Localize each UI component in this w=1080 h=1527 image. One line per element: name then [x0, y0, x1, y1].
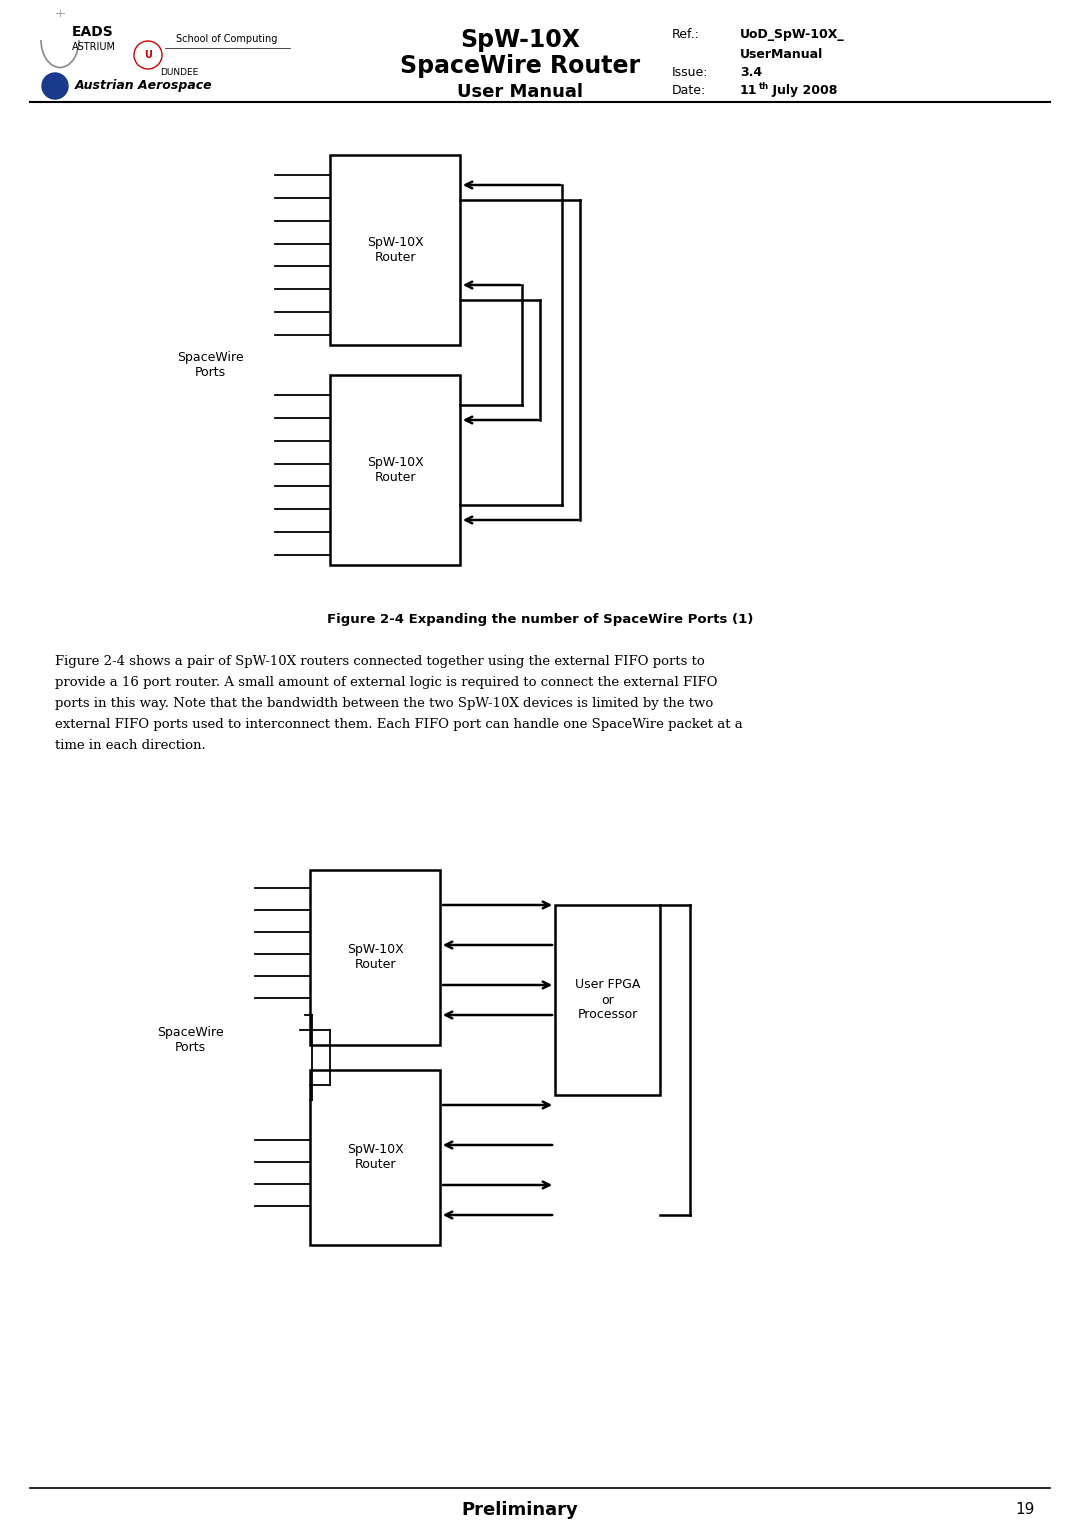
Text: external FIFO ports used to interconnect them. Each FIFO port can handle one Spa: external FIFO ports used to interconnect…	[55, 718, 743, 731]
Text: SpW-10X
Router: SpW-10X Router	[366, 457, 423, 484]
Text: School of Computing: School of Computing	[176, 34, 278, 44]
Bar	[330, 376, 460, 565]
Text: ASTRIUM: ASTRIUM	[72, 43, 116, 52]
Text: 3.4: 3.4	[740, 66, 762, 79]
Text: time in each direction.: time in each direction.	[55, 739, 206, 751]
Text: provide a 16 port router. A small amount of external logic is required to connec: provide a 16 port router. A small amount…	[55, 676, 717, 689]
Bar	[310, 870, 440, 1044]
Text: UserManual: UserManual	[740, 47, 823, 61]
Text: User FPGA
or
Processor: User FPGA or Processor	[575, 979, 640, 1022]
Text: DUNDEE: DUNDEE	[160, 69, 199, 76]
Text: Figure 2-4 shows a pair of SpW-10X routers connected together using the external: Figure 2-4 shows a pair of SpW-10X route…	[55, 655, 705, 667]
Circle shape	[42, 73, 68, 99]
Text: SpaceWire
Ports: SpaceWire Ports	[157, 1026, 224, 1054]
Text: U: U	[144, 50, 152, 60]
Text: SpW-10X
Router: SpW-10X Router	[366, 237, 423, 264]
Bar	[555, 906, 660, 1095]
Text: SpW-10X
Router: SpW-10X Router	[347, 944, 403, 971]
Text: SpaceWire Router: SpaceWire Router	[400, 53, 640, 78]
Text: ports in this way. Note that the bandwidth between the two SpW-10X devices is li: ports in this way. Note that the bandwid…	[55, 696, 713, 710]
Text: 11: 11	[740, 84, 757, 98]
Text: July 2008: July 2008	[768, 84, 837, 98]
Text: Austrian Aerospace: Austrian Aerospace	[75, 78, 213, 92]
Text: SpW-10X: SpW-10X	[460, 27, 580, 52]
Text: Issue:: Issue:	[672, 66, 708, 79]
Text: SpaceWire
Ports: SpaceWire Ports	[177, 351, 243, 379]
Bar	[310, 1070, 440, 1245]
Bar	[330, 156, 460, 345]
Text: SpW-10X
Router: SpW-10X Router	[347, 1144, 403, 1171]
Text: Date:: Date:	[672, 84, 706, 98]
Text: EADS: EADS	[72, 24, 113, 40]
Text: UoD_SpW-10X_: UoD_SpW-10X_	[740, 27, 845, 41]
Text: 19: 19	[1015, 1503, 1035, 1518]
Text: Ref.:: Ref.:	[672, 27, 700, 41]
Text: User Manual: User Manual	[457, 82, 583, 101]
Circle shape	[134, 41, 162, 69]
Text: Preliminary: Preliminary	[461, 1501, 579, 1519]
Text: Figure 2-4 Expanding the number of SpaceWire Ports (1): Figure 2-4 Expanding the number of Space…	[327, 614, 753, 626]
Text: th: th	[759, 82, 769, 92]
